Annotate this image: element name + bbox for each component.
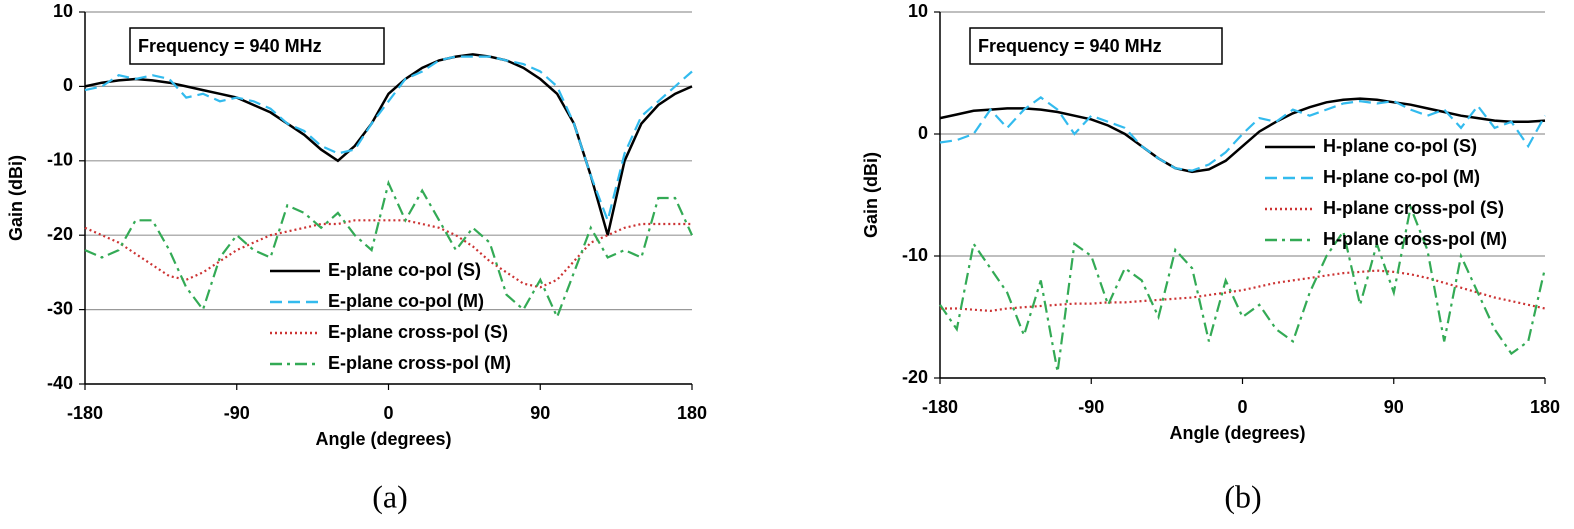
y-tick-label: 0 xyxy=(63,75,73,95)
x-tick-label: 0 xyxy=(383,403,393,423)
y-tick-label: -20 xyxy=(47,224,73,244)
x-tick-label: -90 xyxy=(1078,397,1104,417)
annotation-box xyxy=(969,27,1223,65)
x-axis-label: Angle (degrees) xyxy=(315,429,451,449)
x-tick-label: -180 xyxy=(67,403,103,423)
x-tick-label: 90 xyxy=(530,403,550,423)
caption: (a) xyxy=(372,478,408,514)
y-tick-label: 0 xyxy=(918,123,928,143)
x-tick-label: 180 xyxy=(677,403,707,423)
series-line xyxy=(84,53,693,236)
series-line xyxy=(939,96,1546,172)
series-line xyxy=(939,97,1546,174)
y-axis-label: Gain (dBi) xyxy=(6,155,26,241)
series-line xyxy=(84,219,692,289)
annotation: Frequency = 940 MHz xyxy=(978,36,1162,56)
legend-label: E-plane co-pol (S) xyxy=(328,260,481,280)
annotation-box xyxy=(129,27,385,65)
x-tick-label: -90 xyxy=(224,403,250,423)
y-axis-label: Gain (dBi) xyxy=(861,152,881,238)
legend-label: H-plane co-pol (M) xyxy=(1323,167,1480,187)
y-tick-label: -30 xyxy=(47,298,73,318)
x-tick-label: 180 xyxy=(1530,397,1560,417)
series-line xyxy=(939,203,1547,373)
series-line xyxy=(940,269,1546,313)
x-tick-label: -180 xyxy=(922,397,958,417)
x-axis-label: Angle (degrees) xyxy=(1169,423,1305,443)
series-line xyxy=(84,55,693,224)
legend-label: H-plane cross-pol (S) xyxy=(1323,198,1504,218)
y-tick-label: -40 xyxy=(47,373,73,393)
y-tick-label: 10 xyxy=(53,1,73,21)
x-tick-label: 90 xyxy=(1384,397,1404,417)
legend-label: E-plane cross-pol (S) xyxy=(328,322,508,342)
x-tick-label: 0 xyxy=(1237,397,1247,417)
legend-label: E-plane cross-pol (M) xyxy=(328,353,511,373)
y-tick-label: -10 xyxy=(902,245,928,265)
y-tick-label: -10 xyxy=(47,150,73,170)
annotation: Frequency = 940 MHz xyxy=(138,36,322,56)
legend-label: H-plane cross-pol (M) xyxy=(1323,229,1507,249)
y-tick-label: 10 xyxy=(908,1,928,21)
legend-label: H-plane co-pol (S) xyxy=(1323,136,1477,156)
y-tick-label: -20 xyxy=(902,367,928,387)
legend-label: E-plane co-pol (M) xyxy=(328,291,484,311)
series-line xyxy=(84,179,694,320)
caption: (b) xyxy=(1224,478,1261,514)
